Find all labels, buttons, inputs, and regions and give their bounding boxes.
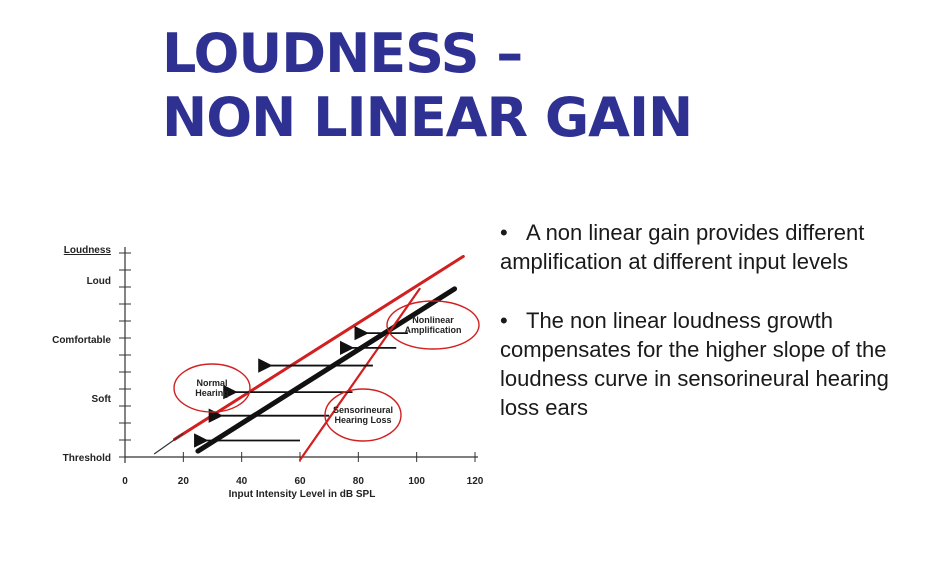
bullet-item: • The non linear loudness growth compensa… [500,306,920,422]
y-tick-label: Soft [92,394,112,405]
bullet-icon: • [500,308,508,333]
x-tick-label: 40 [236,476,248,487]
y-tick-label: Loud [87,276,111,287]
bullet-text: A non linear gain provides different amp… [500,220,865,274]
title-line-2: NON LINEAR GAIN [162,86,693,149]
bullet-text: The non linear loudness growth compensat… [500,308,889,420]
series-tail [153,432,184,455]
chart-series [153,254,465,462]
bullet-list: • A non linear gain provides different am… [500,218,920,452]
series-line [298,287,421,462]
bullet-icon: • [500,220,508,245]
y-tick-label: Comfortable [52,335,111,346]
hearing-loss-ellipse [324,388,402,442]
normal-hearing-ellipse [173,363,251,413]
y-axis-title: Loudness [64,245,112,256]
x-tick-label: 120 [467,476,484,487]
x-tick-label: 60 [294,476,306,487]
normal-hearing-label: Normal [196,378,227,388]
hearing-loss-label: Hearing Loss [334,415,391,425]
x-tick-label: 20 [178,476,190,487]
title-line-1: LOUDNESS – [162,22,523,85]
chart-axes: Threshold Soft Comfortable Loud Loudness 0 20 4… [52,245,484,500]
series-line [195,286,458,454]
hearing-loss-label: Sensorineural [333,405,393,415]
y-tick-label: Threshold [63,453,111,464]
bullet-item: • A non linear gain provides different am… [500,218,920,276]
chart-arrows [194,325,408,448]
x-tick-label: 0 [122,476,128,487]
nonlinear-amplification-ellipse [386,300,480,350]
x-tick-label: 100 [408,476,425,487]
chart-svg: Threshold Soft Comfortable Loud Loudness 0 20 4… [52,245,484,500]
normal-hearing-label: Hearing [195,388,229,398]
nonlinear-amplification-label: Amplification [404,325,461,335]
nonlinear-amplification-label: Nonlinear [412,315,454,325]
x-axis-title: Input Intensity Level in dB SPL [229,489,376,500]
x-tick-label: 80 [353,476,365,487]
loudness-chart: Threshold Soft Comfortable Loud Loudness 0 20 4… [30,225,500,515]
slide-title: LOUDNESS – NON LINEAR GAIN [162,22,693,150]
